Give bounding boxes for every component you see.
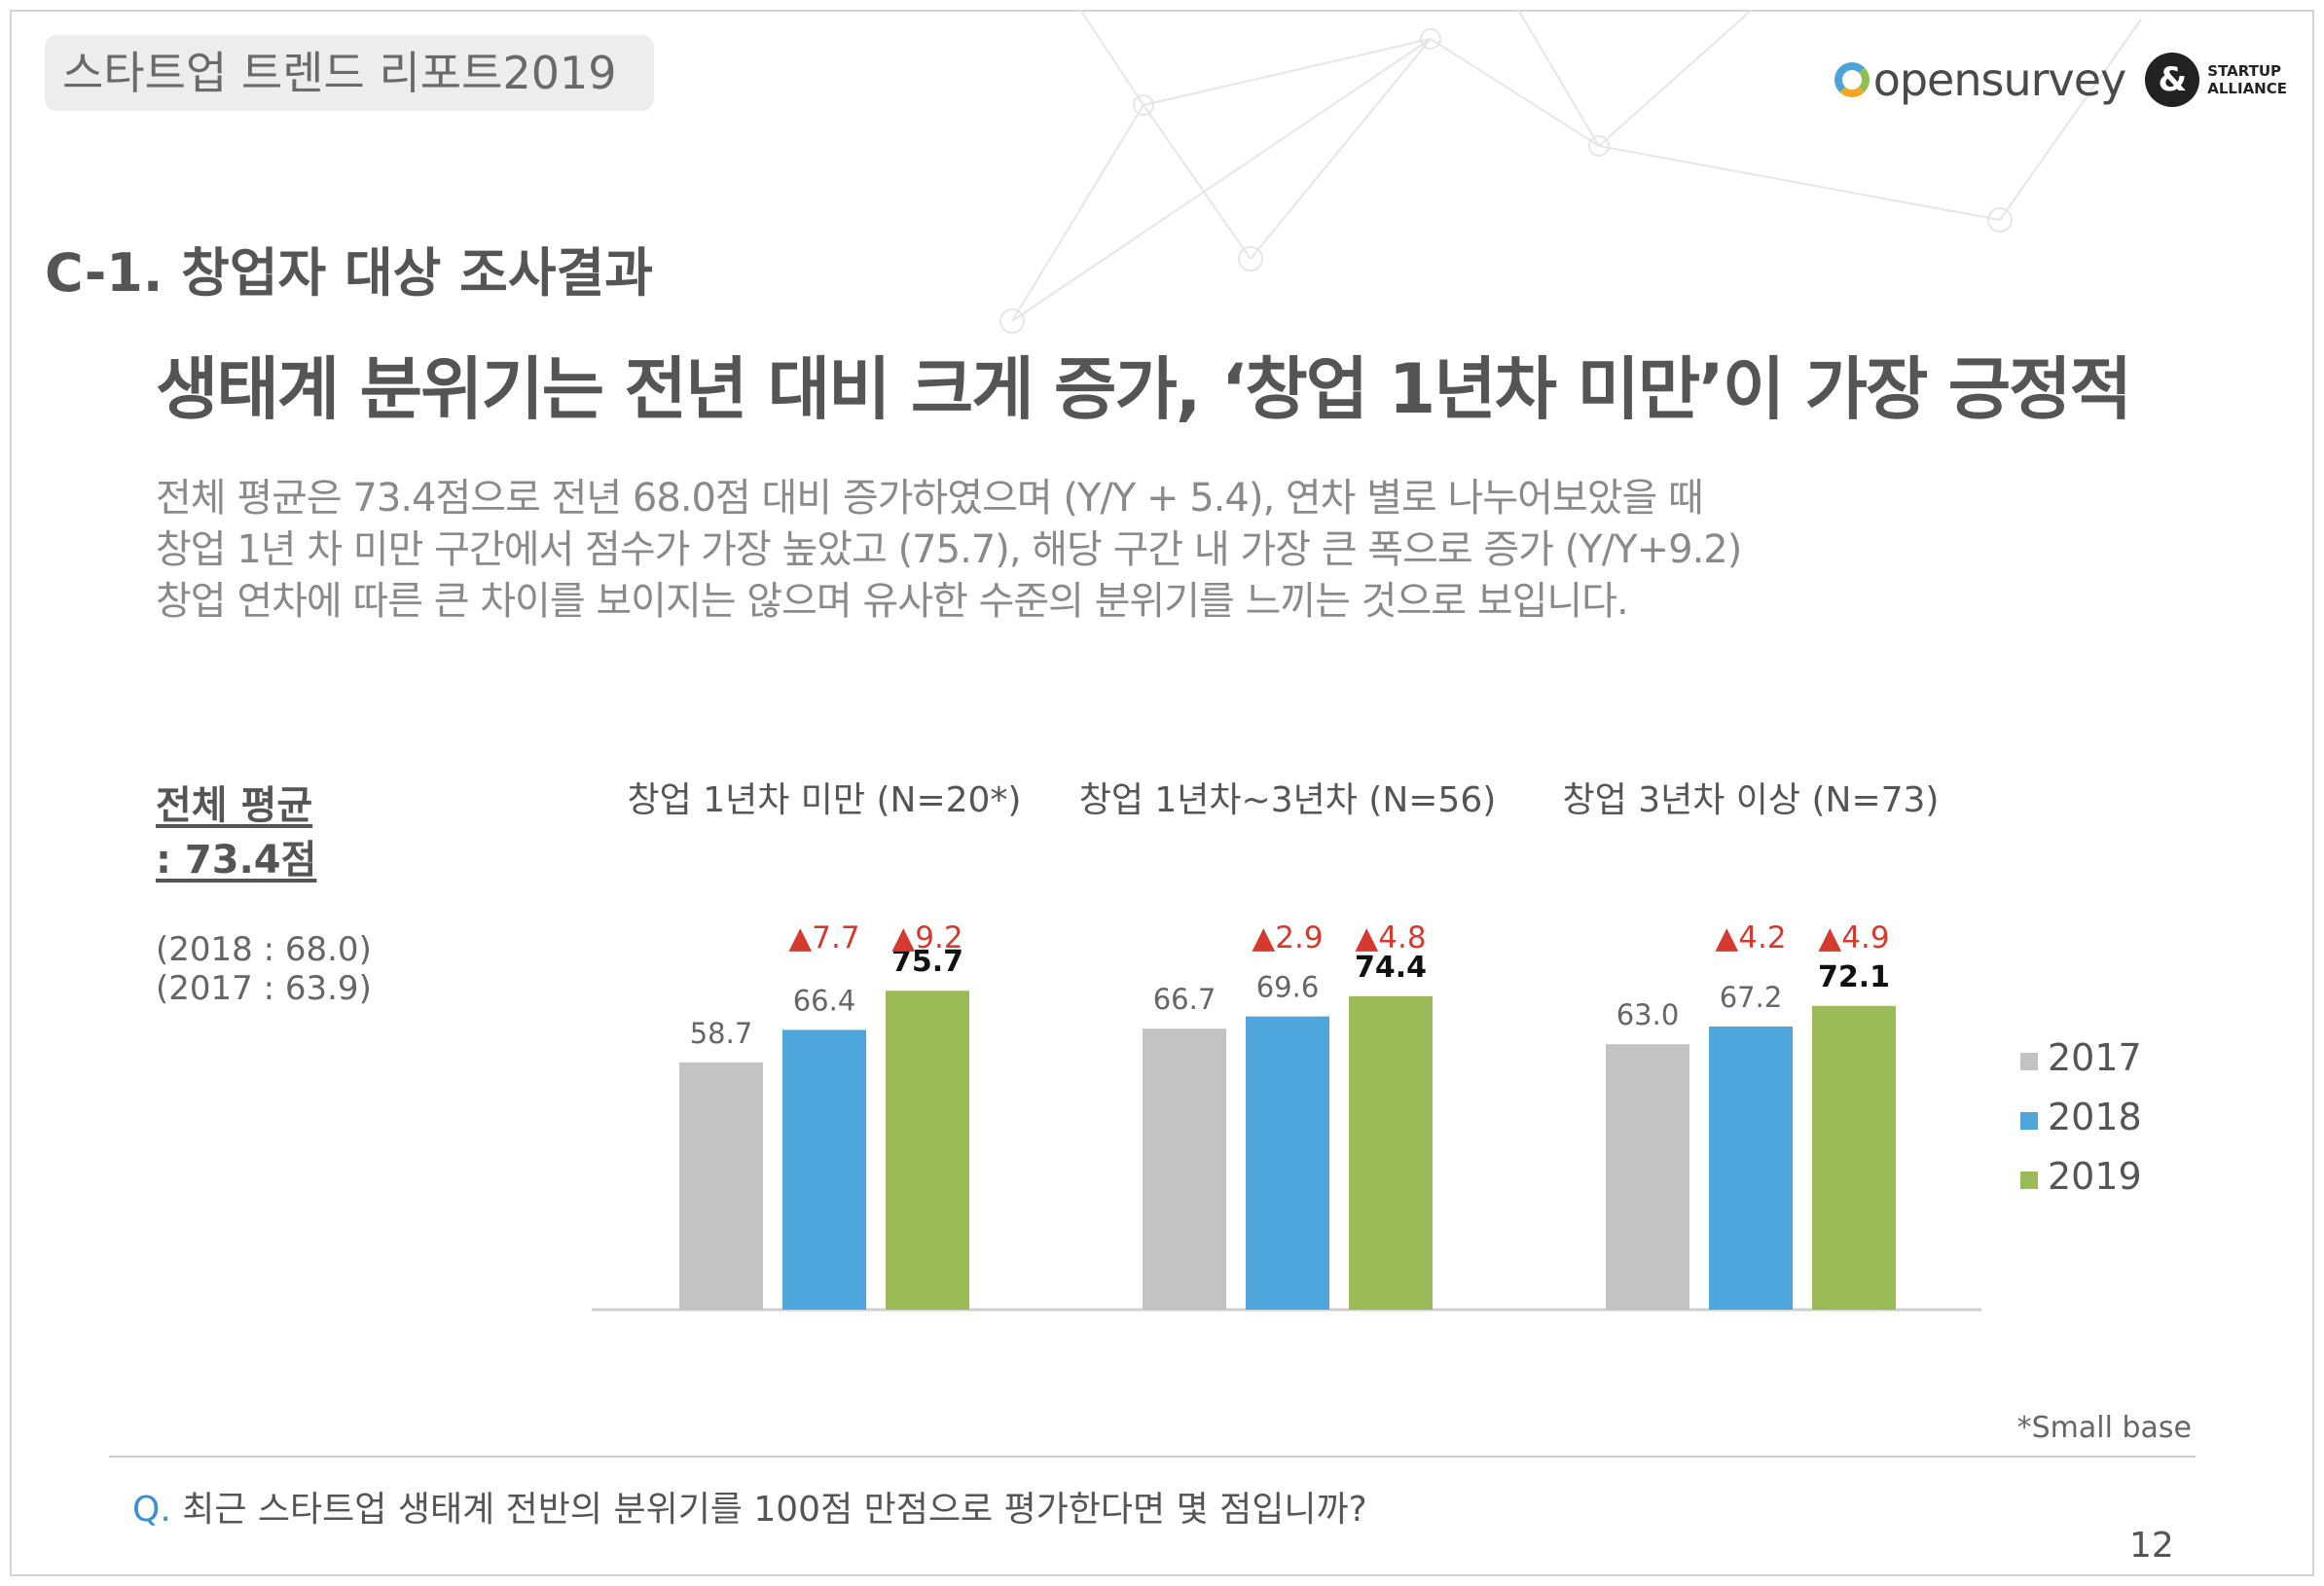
data-label: 66.7: [1153, 983, 1216, 1016]
report-tag: 스타트업 트렌드 리포트2019: [45, 35, 654, 111]
legend-label: 2017: [2048, 1036, 2142, 1079]
legend-swatch-2019: [2020, 1171, 2038, 1189]
data-label: 72.1: [1818, 960, 1890, 994]
slide-frame: [10, 10, 2314, 1576]
bar-2019: [886, 991, 969, 1310]
change-label: ▲9.2: [891, 920, 962, 955]
legend-label: 2019: [2048, 1155, 2142, 1198]
startup-alliance-logo: & STARTUP ALLIANCE: [2145, 53, 2287, 107]
question-prefix: Q.: [132, 1490, 171, 1530]
bar-2018: [1709, 1027, 1793, 1310]
ampersand-icon: &: [2145, 53, 2200, 107]
opensurvey-logo: opensurvey: [1834, 54, 2126, 106]
description: 전체 평균은 73.4점으로 전년 68.0점 대비 증가하였으며 (Y/Y +…: [156, 473, 1742, 628]
change-label: ▲7.7: [788, 920, 859, 955]
previous-average-2017: (2017 : 63.9): [156, 969, 372, 1008]
section-title: C-1. 창업자 대상 조사결과: [45, 242, 653, 304]
description-line: 전체 평균은 73.4점으로 전년 68.0점 대비 증가하였으며 (Y/Y +…: [156, 476, 1704, 521]
page-number: 12: [2129, 1526, 2174, 1566]
bar-2018: [782, 1029, 866, 1310]
bar-2019: [1812, 1005, 1896, 1310]
bar-2017: [679, 1062, 763, 1310]
opensurvey-wordmark: opensurvey: [1872, 54, 2127, 106]
opensurvey-ring-icon: [1834, 62, 1870, 97]
survey-question: Q. 최근 스타트업 생태계 전반의 분위기를 100점 만점으로 평가한다면 …: [132, 1481, 1367, 1532]
change-label: ▲2.9: [1252, 920, 1323, 955]
description-line: 창업 연차에 따른 큰 차이를 보이지는 않으며 유사한 수준의 분위기를 느끼…: [156, 579, 1629, 624]
brand-logos: opensurvey & STARTUP ALLIANCE: [1834, 41, 2287, 119]
bar-2017: [1606, 1044, 1689, 1310]
legend-swatch-2018: [2020, 1112, 2038, 1130]
bar-2017: [1143, 1028, 1226, 1310]
overall-average: 전체 평균 : 73.4점: [156, 778, 316, 887]
category-label: 창업 1년차~3년차 (N=56): [1079, 780, 1497, 820]
data-label: 58.7: [690, 1017, 753, 1050]
footnote: *Small base: [2016, 1411, 2192, 1445]
data-label: 74.4: [1355, 951, 1427, 985]
startup-alliance-wordmark: STARTUP ALLIANCE: [2207, 62, 2287, 97]
data-label: 66.4: [793, 984, 856, 1017]
data-label: 75.7: [891, 945, 963, 979]
legend-swatch-2017: [2020, 1053, 2038, 1070]
question-text: 최근 스타트업 생태계 전반의 분위기를 100점 만점으로 평가한다면 몇 점…: [182, 1490, 1367, 1530]
data-label: 67.2: [1720, 981, 1783, 1014]
previous-average-2018: (2018 : 68.0): [156, 930, 372, 969]
category-label: 창업 1년차 미만 (N=20*): [628, 780, 1022, 820]
footer-divider: [109, 1456, 2196, 1458]
data-label: 63.0: [1616, 998, 1680, 1031]
bar-2018: [1246, 1016, 1329, 1310]
headline: 생태계 분위기는 전년 대비 크게 증가, ‘창업 1년차 미만’이 가장 긍정…: [156, 349, 2132, 429]
change-label: ▲4.8: [1355, 920, 1426, 955]
data-label: 69.6: [1256, 971, 1320, 1004]
overall-average-value: : 73.4점: [156, 838, 317, 883]
description-line: 창업 1년 차 미만 구간에서 점수가 가장 높았고 (75.7), 해당 구간…: [156, 527, 1742, 572]
legend-label: 2018: [2048, 1096, 2142, 1138]
bar-2019: [1349, 995, 1433, 1310]
category-label: 창업 3년차 이상 (N=73): [1563, 780, 1940, 820]
previous-averages: (2018 : 68.0) (2017 : 63.9): [156, 930, 372, 1008]
overall-average-label: 전체 평균: [156, 783, 313, 828]
change-label: ▲4.9: [1818, 920, 1889, 955]
change-label: ▲4.2: [1715, 920, 1786, 955]
